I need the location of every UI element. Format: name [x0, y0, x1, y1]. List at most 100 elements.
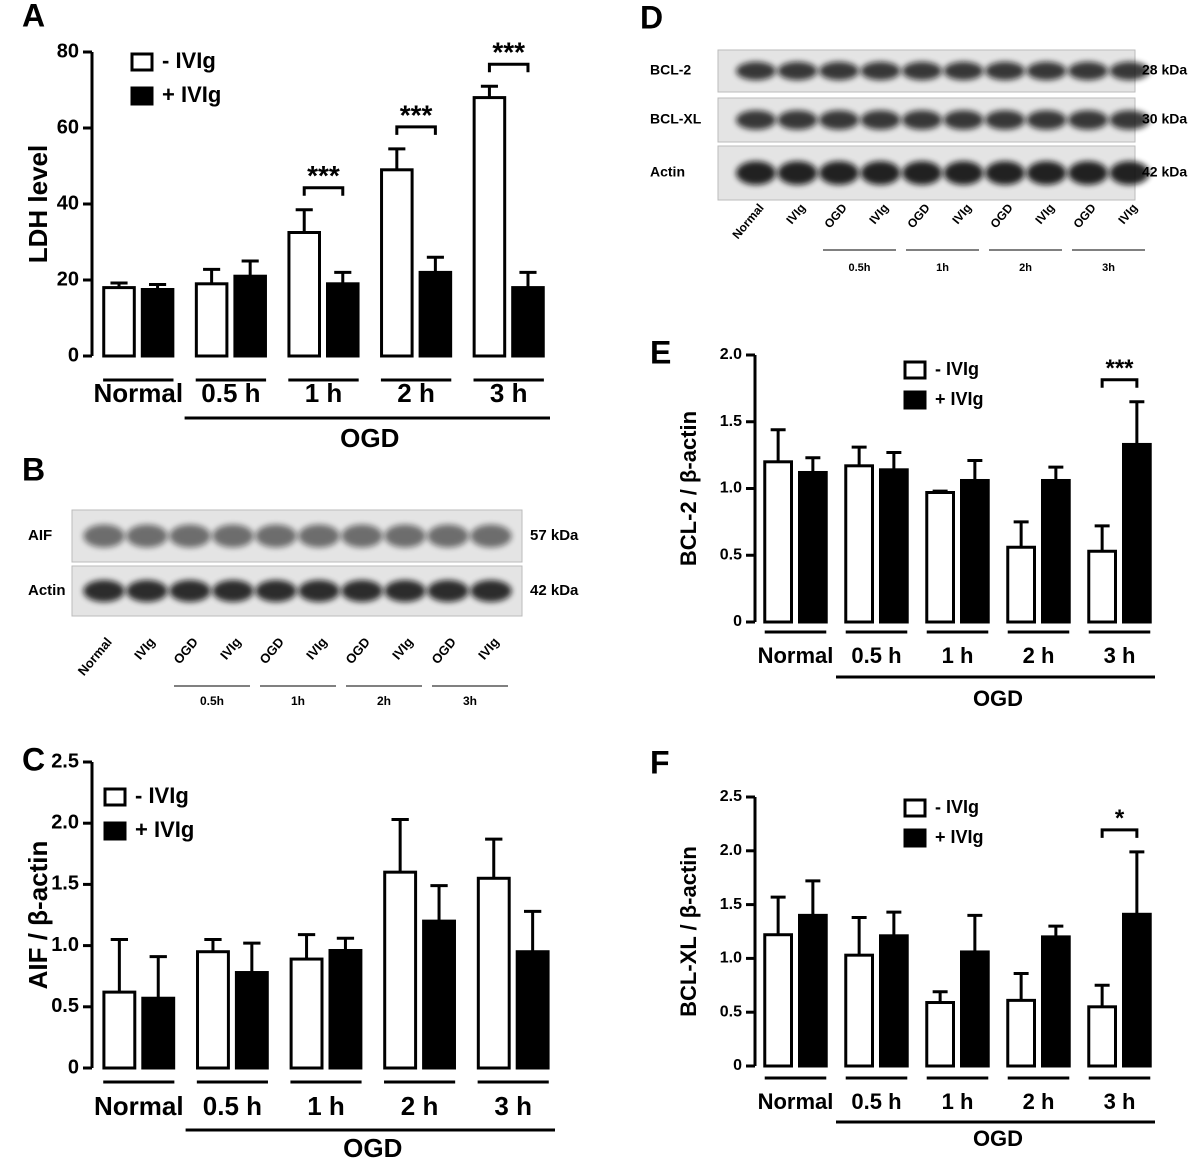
- error-bar: [886, 910, 902, 936]
- lane-label: Normal: [729, 201, 766, 242]
- significance-bracket: [487, 62, 530, 73]
- legend-swatch: [903, 798, 927, 818]
- x-tick-label: 1 h: [305, 378, 343, 408]
- significance-label: ***: [400, 99, 433, 130]
- y-tick-label: 0.5: [720, 546, 742, 563]
- lane-label: IVIg: [1032, 201, 1057, 227]
- bar: [925, 1001, 956, 1068]
- error-bar: [336, 936, 355, 951]
- error-bar: [1048, 924, 1064, 937]
- panel-label: E: [650, 334, 671, 370]
- error-bar: [967, 458, 983, 481]
- row-label: AIF: [28, 527, 52, 544]
- error-bar: [851, 916, 867, 956]
- blot-band: [819, 110, 859, 130]
- lane-label: IVIg: [475, 634, 502, 662]
- error-bar: [1013, 520, 1029, 548]
- blot-band: [126, 524, 168, 548]
- x-tick-label: 0.5 h: [851, 643, 901, 668]
- error-bar: [241, 259, 259, 277]
- error-bar: [485, 837, 503, 879]
- error-bar: [851, 445, 867, 466]
- x-tick-label: Normal: [94, 1091, 184, 1121]
- x-tick-label: 0.5 h: [203, 1091, 262, 1121]
- blot-band: [1109, 61, 1150, 81]
- x-tick-label: 2 h: [401, 1091, 439, 1121]
- panel-label: A: [22, 0, 45, 33]
- legend-swatch: [130, 86, 154, 106]
- y-tick-label: 2.5: [51, 750, 79, 772]
- legend-label: - IVIg: [935, 797, 979, 817]
- error-bar: [149, 283, 167, 290]
- bar: [476, 876, 511, 1070]
- error-bar: [886, 450, 902, 470]
- bar: [925, 491, 956, 624]
- y-tick-label: 0: [733, 613, 742, 630]
- error-bar: [523, 909, 542, 952]
- time-label: 2h: [377, 694, 391, 708]
- bar: [287, 231, 321, 358]
- blot-band: [902, 110, 942, 130]
- y-tick-label: 1.0: [51, 934, 79, 956]
- blot-band: [902, 161, 942, 185]
- y-tick-label: 1.5: [720, 896, 742, 913]
- lane-label: OGD: [342, 634, 373, 666]
- x-tick-label: 2 h: [1023, 643, 1055, 668]
- lane-label: OGD: [256, 634, 287, 666]
- x-tick-label: Normal: [94, 378, 184, 408]
- panel-label: B: [22, 451, 45, 487]
- blot-band: [777, 161, 818, 185]
- time-label: 0.5h: [200, 694, 224, 708]
- error-bar: [430, 884, 448, 922]
- y-tick-label: 20: [57, 268, 79, 290]
- y-tick-label: 40: [57, 192, 79, 214]
- time-label: 2h: [1019, 262, 1032, 274]
- bar: [383, 870, 418, 1070]
- blot-band: [169, 580, 211, 602]
- panel-label: C: [22, 741, 45, 777]
- panel-label: F: [650, 744, 670, 780]
- bar: [141, 996, 176, 1070]
- x-tick-label: 2 h: [397, 378, 435, 408]
- blot-band: [777, 61, 818, 81]
- bar: [1041, 935, 1071, 1068]
- row-label: BCL-2: [650, 62, 691, 78]
- error-bar: [1048, 465, 1064, 481]
- blot-band: [1068, 161, 1108, 185]
- bar: [196, 950, 230, 1070]
- lane-label: IVIg: [783, 201, 808, 227]
- y-tick-label: 0: [733, 1057, 742, 1074]
- legend-label: + IVIg: [135, 817, 194, 842]
- legend-label: - IVIg: [162, 48, 216, 73]
- panel-label: D: [640, 0, 663, 35]
- x-tick-label: Normal: [758, 1089, 834, 1114]
- y-tick-label: 60: [57, 116, 79, 138]
- lane-label: IVIg: [303, 634, 330, 662]
- lane-label: IVIg: [866, 201, 891, 227]
- y-tick-label: 2.0: [720, 842, 742, 859]
- blot-band: [736, 161, 776, 185]
- blot-band: [985, 61, 1025, 81]
- error-bar: [391, 818, 409, 873]
- bar: [233, 274, 267, 358]
- bar: [102, 286, 136, 358]
- x-tick-label: 3 h: [494, 1091, 532, 1121]
- y-tick-label: 80: [57, 40, 79, 62]
- legend-swatch: [103, 821, 127, 841]
- bar: [798, 913, 828, 1068]
- bar: [234, 971, 269, 1070]
- blot-band: [1026, 61, 1067, 81]
- blot-band: [341, 580, 383, 602]
- bar: [140, 288, 175, 358]
- error-bar: [295, 208, 313, 233]
- error-bar: [1094, 524, 1110, 552]
- y-tick-label: 0: [68, 1056, 79, 1078]
- x-tick-label: 3 h: [490, 378, 528, 408]
- bar: [1122, 912, 1152, 1068]
- error-bar: [805, 456, 821, 473]
- legend-label: - IVIg: [935, 359, 979, 379]
- blot-band: [83, 524, 125, 548]
- bar: [844, 953, 875, 1068]
- bar: [328, 948, 363, 1070]
- significance-bracket: [1100, 378, 1139, 388]
